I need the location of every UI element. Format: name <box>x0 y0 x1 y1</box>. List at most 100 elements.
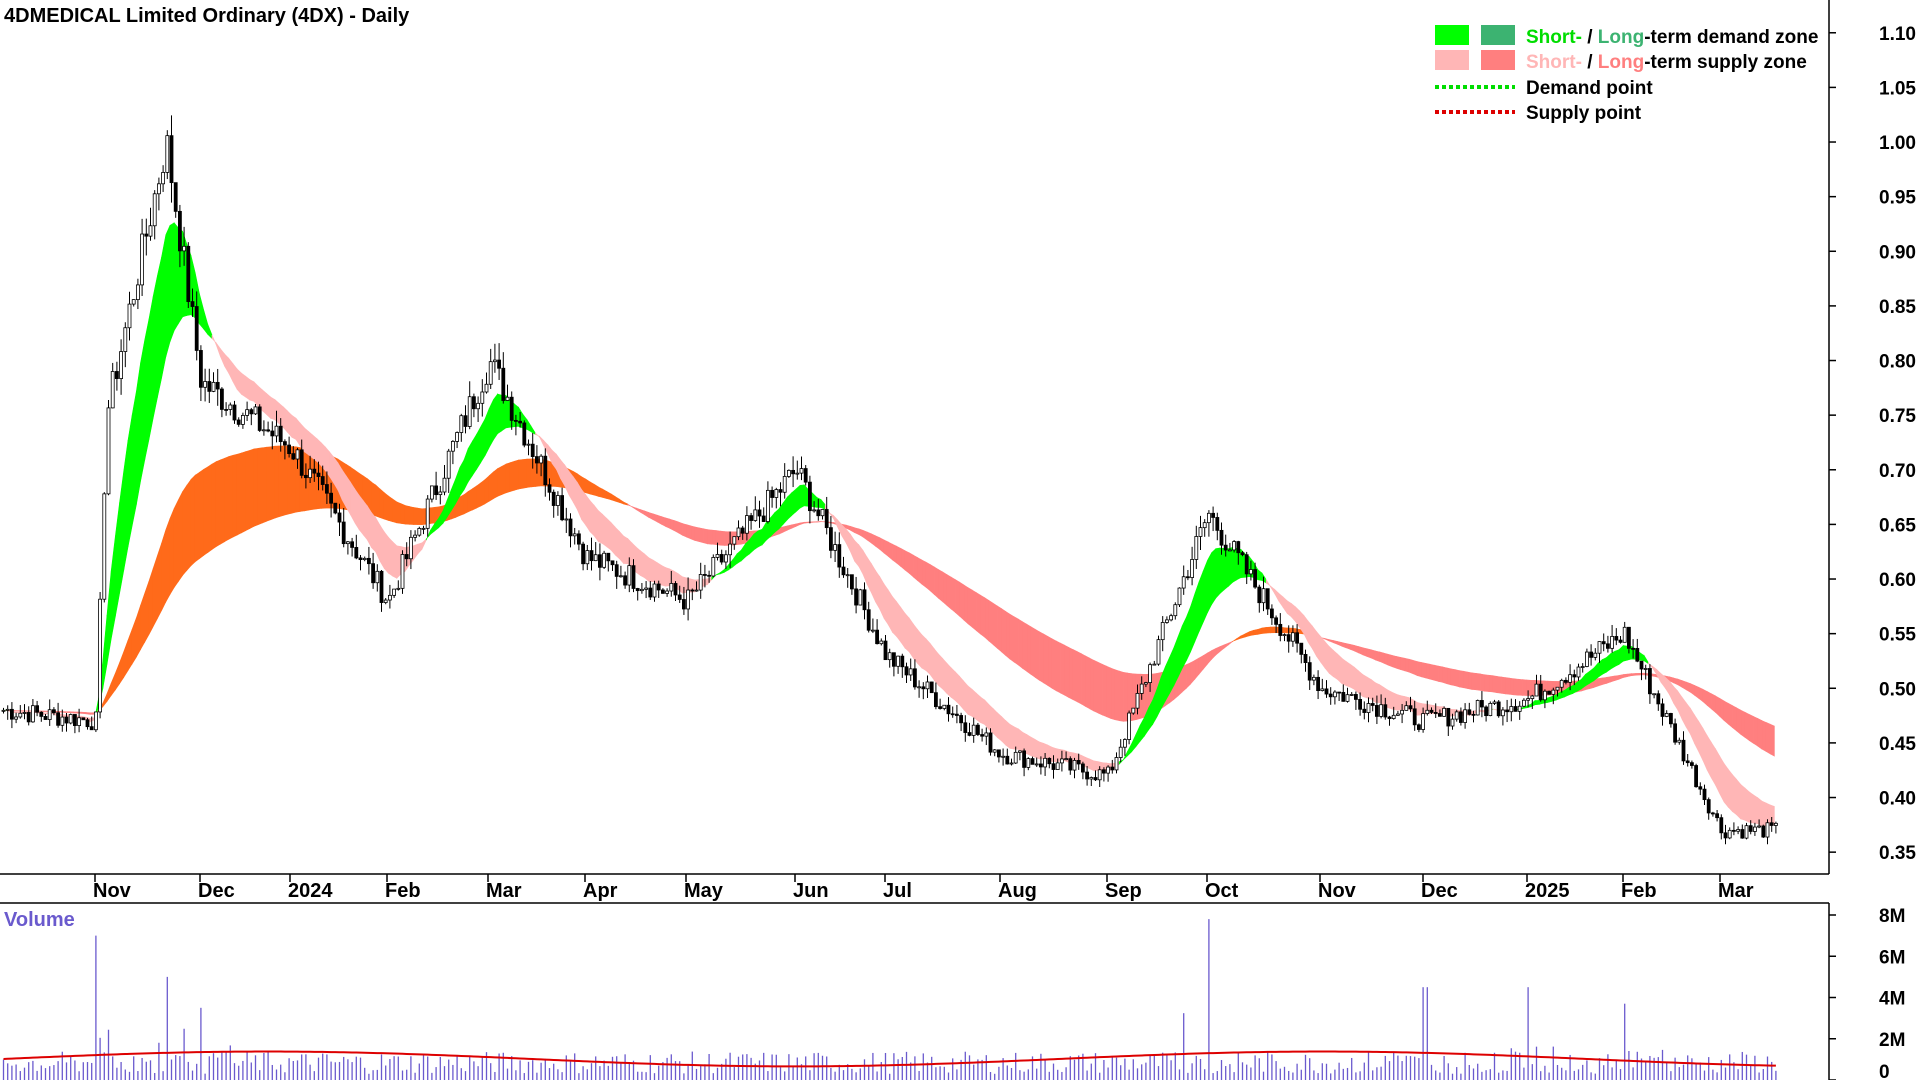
long-supply-zone-segment <box>1034 628 1040 681</box>
long-demand-zone-segment <box>228 454 234 540</box>
long-supply-zone-segment <box>1118 670 1124 722</box>
long-supply-zone-segment <box>1047 635 1053 689</box>
candle-body <box>1026 758 1031 768</box>
long-supply-zone-segment <box>1433 664 1439 682</box>
candle-body <box>526 443 531 446</box>
short-supply-zone-segment <box>1711 741 1716 787</box>
short-demand-zone-segment <box>182 231 188 318</box>
candle-body <box>921 686 926 690</box>
long-supply-zone-segment <box>1639 672 1645 676</box>
long-supply-zone-segment <box>1324 638 1330 642</box>
long-supply-zone-segment <box>1706 691 1712 710</box>
candle-body <box>799 468 804 474</box>
short-supply-zone-segment <box>266 392 272 420</box>
candle-body <box>673 583 678 596</box>
date-tick-label: Dec <box>1421 880 1458 902</box>
short-supply-zone-segment <box>1669 680 1674 704</box>
long-demand-zone-segment <box>1236 635 1242 641</box>
candle-body <box>1333 691 1337 698</box>
long-supply-zone-segment <box>1333 640 1338 645</box>
long-supply-zone-segment <box>26 710 32 712</box>
long-demand-zone-segment <box>131 617 137 665</box>
legend-demand-sep: / <box>1582 27 1598 48</box>
long-demand-zone-segment <box>501 463 507 496</box>
long-demand-zone-segment <box>379 488 385 520</box>
candle-body <box>1711 812 1715 815</box>
candle-body <box>1064 758 1068 761</box>
short-demand-zone-segment <box>1530 699 1536 708</box>
long-demand-zone-segment <box>232 453 238 538</box>
short-supply-zone-segment <box>904 612 910 653</box>
candle-body <box>1757 825 1761 828</box>
long-demand-zone-segment <box>476 482 482 509</box>
candle-body <box>455 432 460 442</box>
short-demand-zone-segment <box>812 492 818 508</box>
candle-body <box>1228 549 1232 552</box>
candle-body <box>1597 641 1602 654</box>
candle-body <box>1631 647 1635 650</box>
price-tick-label: 0.60 <box>1879 570 1916 591</box>
candle-body <box>1005 755 1010 765</box>
candle-body <box>656 583 661 591</box>
short-demand-zone-segment <box>1610 650 1616 670</box>
candle-body <box>1001 755 1005 758</box>
short-supply-zone-segment <box>1341 657 1347 687</box>
short-demand-zone-segment <box>169 222 175 342</box>
short-supply-zone-segment <box>1387 689 1393 710</box>
short-supply-zone-segment <box>1761 800 1767 827</box>
candle-body <box>198 350 203 388</box>
candle-body <box>837 544 842 568</box>
short-supply-zone-segment <box>253 381 259 408</box>
candle-body <box>1618 639 1623 643</box>
candle-body <box>1354 694 1358 700</box>
candle-body <box>215 381 220 390</box>
long-supply-zone-segment <box>1471 672 1477 691</box>
short-demand-zone-segment <box>1257 568 1263 581</box>
long-supply-zone-segment <box>929 563 935 596</box>
long-demand-zone-segment <box>463 490 469 515</box>
long-supply-zone-segment <box>661 516 666 527</box>
candle-body <box>417 528 422 536</box>
legend-label-demand-point: Demand point <box>1526 78 1653 99</box>
candle-body <box>875 629 879 645</box>
candle-body <box>228 404 233 410</box>
long-supply-zone-segment <box>908 552 914 578</box>
short-demand-zone-segment <box>157 256 162 398</box>
candle-body <box>1522 699 1526 707</box>
long-demand-zone-segment <box>266 446 272 522</box>
candle-body <box>358 557 363 561</box>
long-supply-zone-segment <box>1606 676 1611 684</box>
candle-body <box>1400 709 1404 715</box>
short-supply-zone-segment <box>52 712 57 717</box>
candle-body <box>94 711 98 731</box>
long-supply-zone-segment <box>1009 613 1015 663</box>
short-supply-zone-segment <box>1307 620 1313 650</box>
long-demand-zone-segment <box>459 494 465 516</box>
long-supply-zone-segment <box>1601 677 1607 686</box>
candle-body <box>1240 552 1245 556</box>
candle-body <box>1555 686 1560 691</box>
short-supply-zone-segment <box>270 396 276 421</box>
long-supply-zone-segment <box>959 581 965 621</box>
candle-body <box>1114 757 1119 771</box>
candle-body <box>26 712 31 723</box>
long-supply-zone-segment <box>1748 713 1754 744</box>
long-supply-zone-segment <box>879 537 885 554</box>
candle-body <box>1484 706 1488 717</box>
date-tick-label: Mar <box>486 880 522 902</box>
short-demand-zone-segment <box>1223 548 1229 591</box>
short-supply-zone-segment <box>1286 600 1292 618</box>
short-supply-zone-segment <box>224 353 230 375</box>
candle-body <box>568 518 573 537</box>
long-supply-zone-segment <box>635 507 641 513</box>
long-supply-zone-segment <box>1030 626 1036 678</box>
long-supply-zone-segment <box>656 514 662 525</box>
candle-body <box>240 415 245 425</box>
short-supply-zone-segment <box>1030 736 1036 758</box>
short-demand-zone-segment <box>144 318 150 460</box>
short-supply-zone-segment <box>535 432 540 438</box>
candle-body <box>1509 706 1514 713</box>
candle-body <box>1593 652 1598 658</box>
candle-body <box>1723 832 1728 839</box>
candle-body <box>530 443 535 457</box>
